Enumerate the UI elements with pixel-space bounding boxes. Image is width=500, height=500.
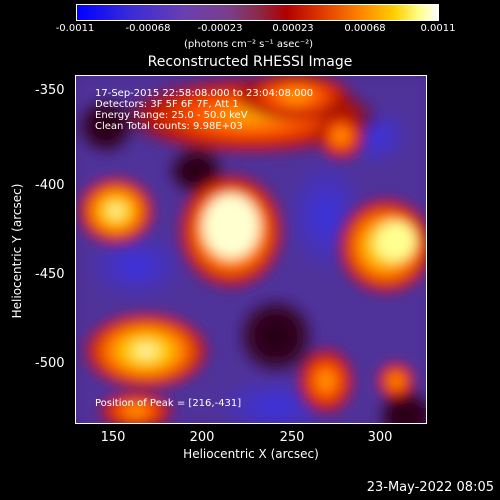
x-tick-label: 150 [100,430,126,445]
footer-date: 23-May-2022 08:05 [366,480,494,495]
image-title: Reconstructed RHESSI Image [147,54,353,70]
detectors-text: Detectors: 3F 5F 6F 7F, Att 1 [95,99,239,110]
colorbar-tick: 0.00068 [344,23,386,34]
x-axis-label: Heliocentric X (arcsec) [183,447,319,461]
x-tick-label: 200 [189,430,215,445]
y-tick-label: -350 [35,83,65,98]
colorbar-tick: -0.00023 [197,23,243,34]
energy-range-text: Energy Range: 25.0 - 50.0 keV [95,110,248,121]
y-tick-label: -400 [35,178,65,193]
time-range-text: 17-Sep-2015 22:58:08.000 to 23:04:08.000 [95,88,314,99]
algorithm-counts-text: Clean Total counts: 9.98E+03 [95,121,243,132]
colorbar [76,4,439,21]
colorbar-tick: 0.0011 [420,23,456,34]
colorbar-tick: 0.00023 [272,23,314,34]
peak-position-text: Position of Peak = [216,-431] [95,398,242,409]
y-axis-label: Heliocentric Y (arcsec) [10,183,24,319]
y-tick-label: -450 [35,267,65,282]
x-tick-label: 250 [279,430,305,445]
rhessi-image-plot: 17-Sep-2015 22:58:08.000 to 23:04:08.000… [75,75,427,424]
colorbar-units: (photons cm⁻² s⁻¹ asec⁻²) [184,39,314,50]
x-tick-label: 300 [367,430,393,445]
colorbar-tick: -0.00068 [125,23,171,34]
y-tick-label: -500 [35,356,65,371]
colorbar-tick: -0.0011 [55,23,95,34]
solar-image [76,76,426,423]
